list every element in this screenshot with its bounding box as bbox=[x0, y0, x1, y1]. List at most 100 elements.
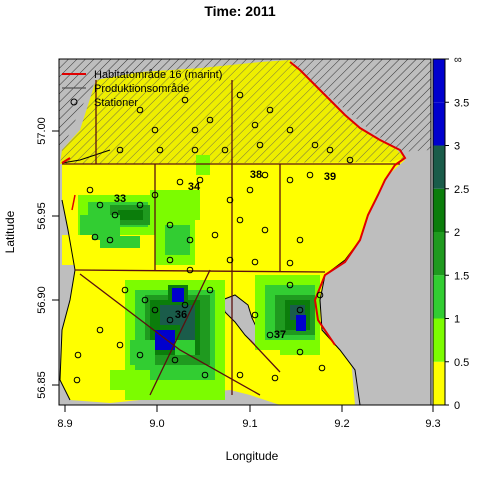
colorbar-segment bbox=[433, 188, 445, 232]
colorbar-segment bbox=[433, 59, 445, 103]
station-marker bbox=[266, 106, 274, 114]
station-marker bbox=[211, 231, 219, 239]
colorbar-tick-label: 2 bbox=[454, 227, 460, 239]
habitat-outline-west bbox=[71, 194, 76, 211]
station-marker bbox=[296, 236, 304, 244]
density-cell bbox=[172, 288, 184, 302]
production-area-lines bbox=[62, 80, 400, 396]
station-marker bbox=[296, 306, 304, 314]
x-tick-label: 8.9 bbox=[57, 418, 72, 430]
land-southeast bbox=[350, 340, 431, 405]
station-marker bbox=[201, 371, 209, 379]
density-cell bbox=[240, 350, 280, 375]
station-marker bbox=[191, 146, 199, 154]
zone-label-33: 33 bbox=[114, 193, 126, 205]
station-marker bbox=[271, 374, 279, 382]
x-tick-label: 9.2 bbox=[334, 418, 349, 430]
station-marker bbox=[206, 116, 214, 124]
station-marker bbox=[116, 146, 124, 154]
station-marker bbox=[141, 296, 149, 304]
station-marker bbox=[326, 146, 334, 154]
colorbar-tick-label: 1.5 bbox=[454, 270, 469, 282]
station-marker bbox=[311, 141, 319, 149]
map-title: Time: 2011 bbox=[204, 3, 276, 19]
station-marker bbox=[221, 146, 229, 154]
zone-label-39: 39 bbox=[324, 171, 336, 183]
stations bbox=[73, 91, 354, 384]
density-cell bbox=[100, 236, 140, 248]
zone-label-38: 38 bbox=[250, 169, 262, 181]
station-marker bbox=[106, 236, 114, 244]
station-marker bbox=[166, 316, 174, 324]
density-cell bbox=[196, 155, 210, 175]
map-plot-area: 33 34 38 39 36 37 bbox=[59, 59, 431, 405]
density-cell bbox=[62, 235, 92, 265]
station-marker bbox=[74, 351, 82, 359]
station-marker bbox=[246, 186, 254, 194]
hatched-land-northeast bbox=[290, 59, 431, 152]
legend-habitat-label: Habitatområde 16 (marint) bbox=[94, 69, 222, 81]
colorbar-tick-label: ∞ bbox=[454, 54, 462, 66]
station-marker bbox=[261, 171, 269, 179]
station-marker bbox=[96, 201, 104, 209]
colorbar-tick-label: 3 bbox=[454, 141, 460, 153]
habitat-outline bbox=[61, 61, 407, 346]
station-marker bbox=[286, 176, 294, 184]
legend-production-label: Produktionsområde bbox=[94, 83, 189, 95]
station-marker bbox=[206, 286, 214, 294]
x-tick-label: 9.3 bbox=[425, 418, 440, 430]
colorbar-tick-label: 2.5 bbox=[454, 184, 469, 196]
x-tick-label: 9.0 bbox=[149, 418, 164, 430]
y-tick-label: 56.90 bbox=[36, 286, 48, 314]
station-marker bbox=[266, 331, 274, 339]
x-axis-label: Longitude bbox=[226, 449, 279, 463]
station-marker bbox=[151, 126, 159, 134]
station-marker bbox=[91, 233, 99, 241]
colorbar-segment bbox=[433, 318, 445, 362]
colorbar-tick-label: 0 bbox=[454, 400, 460, 412]
station-marker bbox=[236, 91, 244, 99]
colorbar-segment bbox=[433, 275, 445, 319]
y-tick-label: 56.95 bbox=[36, 202, 48, 230]
station-marker bbox=[151, 306, 159, 314]
station-marker bbox=[111, 211, 119, 219]
station-marker bbox=[306, 171, 314, 179]
station-marker bbox=[186, 266, 194, 274]
colorbar-tick-label: 3.5 bbox=[454, 97, 469, 109]
density-cell bbox=[296, 315, 306, 331]
station-marker bbox=[166, 221, 174, 229]
station-marker bbox=[236, 216, 244, 224]
y-tick-label: 56.85 bbox=[36, 371, 48, 399]
station-marker bbox=[136, 351, 144, 359]
station-marker bbox=[96, 326, 104, 334]
station-marker bbox=[136, 106, 144, 114]
colorbar-tick-label: 1 bbox=[454, 314, 460, 326]
density-cell bbox=[175, 340, 195, 355]
station-marker bbox=[181, 96, 189, 104]
density-cell bbox=[165, 225, 190, 255]
station-marker bbox=[151, 191, 159, 199]
station-marker bbox=[251, 311, 259, 319]
zone-label-34: 34 bbox=[188, 181, 201, 193]
density-cell bbox=[110, 370, 150, 390]
colorbar-segment bbox=[433, 232, 445, 276]
colorbar: 0 0.5 1 1.5 2 2.5 3 3.5 ∞ bbox=[432, 54, 469, 412]
colorbar-segment bbox=[433, 102, 445, 146]
station-marker bbox=[236, 371, 244, 379]
colorbar-segment bbox=[433, 145, 445, 189]
coastline bbox=[59, 149, 361, 405]
colorbar-tick-label: 0.5 bbox=[454, 357, 469, 369]
station-marker bbox=[116, 341, 124, 349]
y-axis-label: Latitude bbox=[3, 210, 17, 253]
density-cell bbox=[118, 210, 143, 220]
station-marker bbox=[176, 178, 184, 186]
station-marker bbox=[196, 176, 204, 184]
colorbar-segment bbox=[433, 361, 445, 405]
station-marker bbox=[256, 141, 264, 149]
x-tick-label: 9.1 bbox=[242, 418, 257, 430]
station-marker bbox=[86, 186, 94, 194]
station-marker bbox=[171, 356, 179, 364]
density-cell bbox=[130, 340, 155, 365]
station-marker bbox=[166, 256, 174, 264]
